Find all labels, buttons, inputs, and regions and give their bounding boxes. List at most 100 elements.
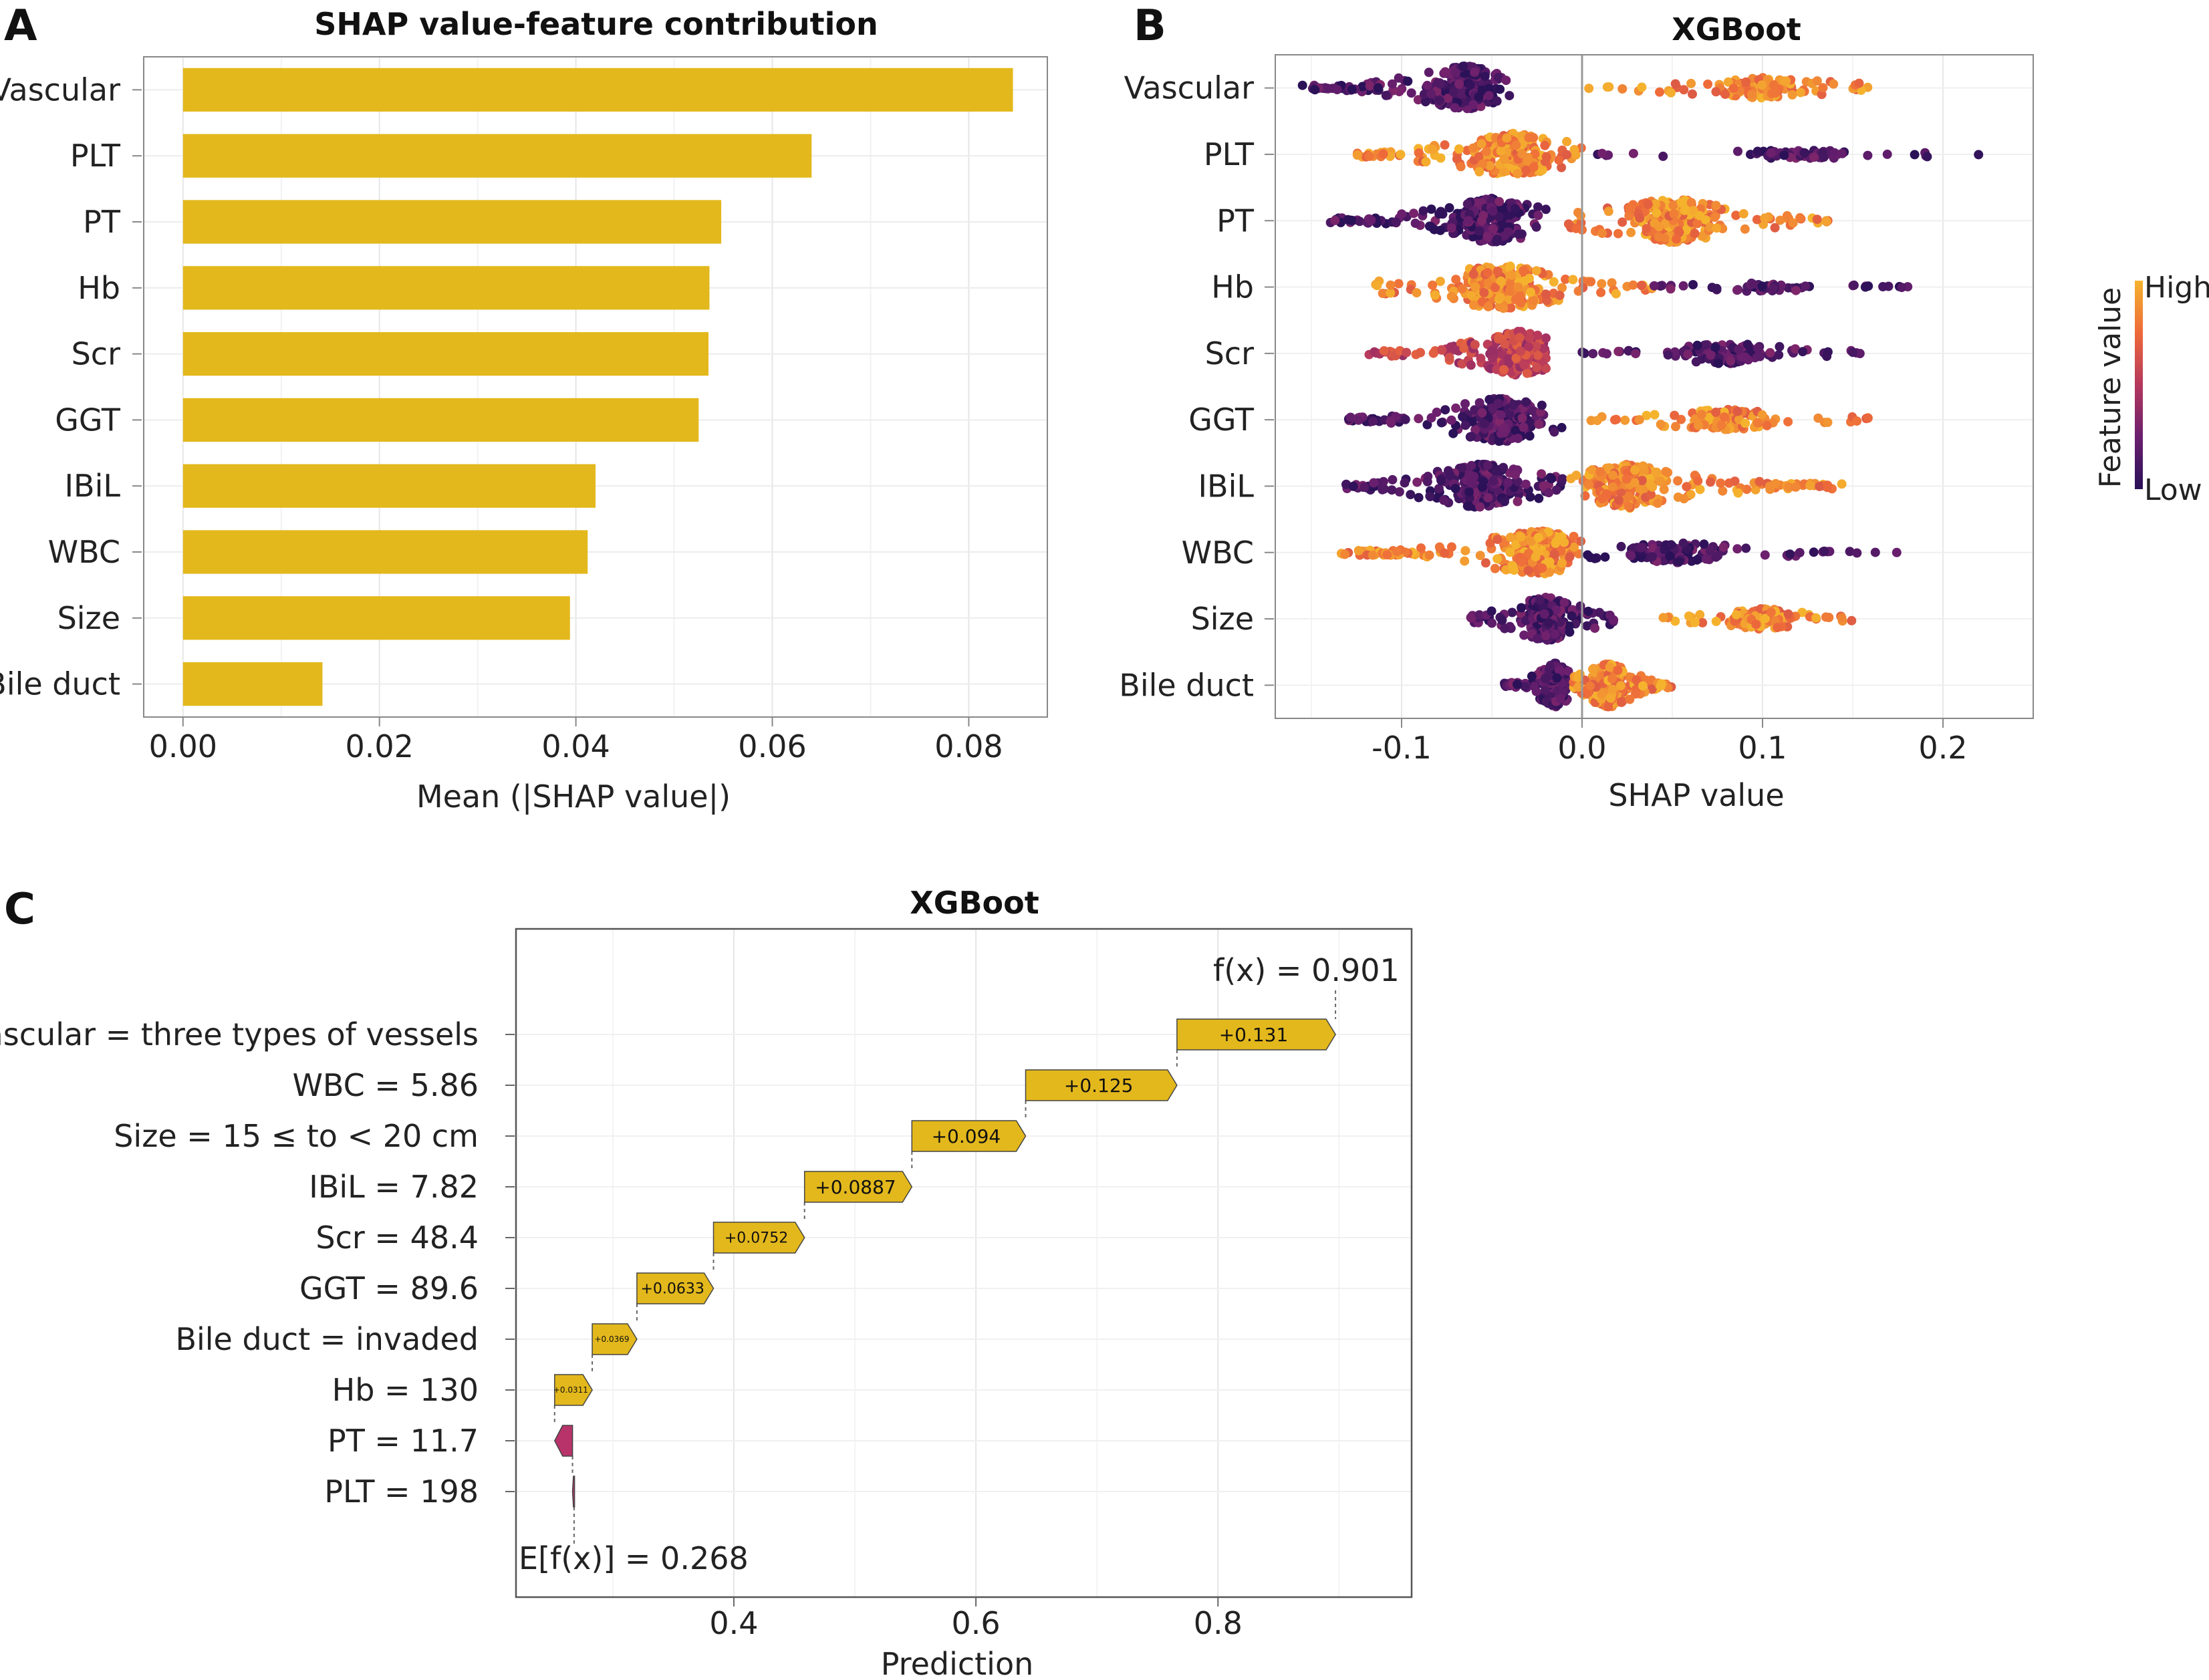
beeswarm-point bbox=[1569, 144, 1579, 154]
beeswarm-point bbox=[1748, 279, 1758, 289]
beeswarm-point bbox=[1775, 215, 1785, 225]
beeswarm-point bbox=[1353, 415, 1363, 425]
beeswarm-point bbox=[1387, 485, 1397, 495]
beeswarm-point bbox=[1650, 281, 1659, 291]
beeswarm-point bbox=[1747, 90, 1757, 100]
beeswarm-point bbox=[1468, 143, 1478, 153]
beeswarm-point bbox=[1698, 617, 1708, 627]
beeswarm-point bbox=[1499, 303, 1509, 313]
beeswarm-point bbox=[1516, 346, 1526, 356]
beeswarm-point bbox=[1357, 82, 1368, 92]
beeswarm-point bbox=[1474, 610, 1484, 620]
beeswarm-row-pt bbox=[1325, 193, 1833, 247]
beeswarm-point bbox=[1521, 165, 1531, 175]
beeswarm-point bbox=[1527, 537, 1537, 547]
beeswarm-point bbox=[1680, 205, 1690, 215]
beeswarm-point bbox=[1563, 219, 1573, 229]
beeswarm-point bbox=[1424, 67, 1434, 78]
beeswarm-point bbox=[1712, 283, 1722, 293]
beeswarm-point bbox=[1466, 460, 1476, 470]
beeswarm-point bbox=[1690, 229, 1700, 239]
bar-ibil bbox=[182, 464, 596, 508]
beeswarm-point bbox=[1711, 407, 1721, 417]
panel-b-plot-frame bbox=[1275, 54, 2034, 719]
beeswarm-point bbox=[1726, 356, 1736, 366]
beeswarm-point bbox=[1679, 494, 1689, 504]
beeswarm-point bbox=[1684, 611, 1694, 621]
category-label-scr: Scr bbox=[72, 336, 120, 372]
beeswarm-point bbox=[1451, 275, 1461, 285]
beeswarm-point bbox=[1531, 266, 1541, 276]
beeswarm-point bbox=[1670, 79, 1680, 89]
beeswarm-point bbox=[1451, 403, 1461, 413]
beeswarm-point bbox=[1760, 550, 1770, 560]
beeswarm-point bbox=[1583, 480, 1593, 490]
beeswarm-point bbox=[1692, 555, 1702, 565]
beeswarm-point bbox=[1705, 546, 1715, 556]
category-label-ggt: GGT bbox=[55, 402, 121, 438]
beeswarm-point bbox=[1359, 482, 1370, 493]
beeswarm-point bbox=[1922, 152, 1932, 162]
beeswarm-point bbox=[1617, 217, 1628, 227]
beeswarm-point bbox=[1458, 61, 1468, 72]
waterfall-value-label: +0.125 bbox=[1064, 1075, 1134, 1097]
beeswarm-point bbox=[1637, 82, 1647, 92]
beeswarm-point bbox=[1481, 146, 1491, 156]
beeswarm-point bbox=[1535, 595, 1545, 605]
beeswarm-point bbox=[1686, 489, 1696, 499]
beeswarm-point bbox=[1848, 347, 1857, 358]
beeswarm-point bbox=[1737, 352, 1746, 362]
beeswarm-point bbox=[1582, 621, 1592, 631]
beeswarm-point bbox=[1732, 285, 1742, 295]
beeswarm-point bbox=[1557, 162, 1567, 172]
x-tick-label: 0.02 bbox=[345, 728, 413, 764]
beeswarm-point bbox=[1519, 630, 1529, 640]
beeswarm-point bbox=[1509, 400, 1518, 410]
beeswarm-point bbox=[1557, 283, 1567, 293]
beeswarm-point bbox=[1805, 480, 1815, 491]
beeswarm-point bbox=[1812, 215, 1822, 225]
beeswarm-point bbox=[1400, 414, 1410, 424]
beeswarm-point bbox=[1752, 418, 1763, 428]
beeswarm-point bbox=[1513, 168, 1523, 178]
beeswarm-point bbox=[1502, 133, 1512, 143]
beeswarm-point bbox=[1551, 485, 1561, 495]
beeswarm-point bbox=[1529, 162, 1539, 172]
beeswarm-point bbox=[1400, 478, 1410, 488]
beeswarm-point bbox=[1554, 666, 1564, 676]
beeswarm-point bbox=[1654, 222, 1664, 232]
beeswarm-point bbox=[1499, 154, 1509, 164]
beeswarm-point bbox=[1422, 476, 1432, 486]
category-label-vascular: Vascular = three types of vessels bbox=[0, 1016, 479, 1053]
panel-c-base-value-label: E[f(x)] = 0.268 bbox=[519, 1540, 749, 1576]
beeswarm-point bbox=[1550, 629, 1560, 639]
beeswarm-point bbox=[1562, 136, 1572, 146]
beeswarm-point bbox=[1653, 499, 1662, 509]
beeswarm-point bbox=[1537, 469, 1547, 479]
beeswarm-point bbox=[1656, 476, 1666, 486]
category-label-bile-duct: Bile duct = invaded bbox=[175, 1321, 479, 1357]
beeswarm-point bbox=[1762, 420, 1772, 430]
beeswarm-point bbox=[1752, 146, 1763, 156]
beeswarm-point bbox=[1648, 482, 1658, 492]
beeswarm-point bbox=[1691, 357, 1701, 367]
beeswarm-point bbox=[1379, 346, 1389, 356]
beeswarm-point bbox=[1513, 476, 1523, 486]
category-label-pt: PT bbox=[83, 204, 121, 240]
beeswarm-point bbox=[1781, 76, 1791, 86]
beeswarm-point bbox=[1801, 281, 1811, 291]
beeswarm-point bbox=[1444, 203, 1454, 213]
beeswarm-point bbox=[1446, 542, 1456, 552]
beeswarm-point bbox=[1513, 497, 1523, 507]
beeswarm-point bbox=[1474, 226, 1484, 236]
beeswarm-point bbox=[1386, 416, 1396, 426]
beeswarm-row-bile-duct bbox=[1500, 658, 1676, 712]
beeswarm-point bbox=[1450, 67, 1460, 78]
beeswarm-point bbox=[1435, 96, 1445, 106]
beeswarm-point bbox=[1637, 476, 1647, 486]
beeswarm-point bbox=[1583, 606, 1593, 616]
beeswarm-row-ggt bbox=[1343, 394, 1873, 446]
beeswarm-point bbox=[1561, 274, 1571, 284]
beeswarm-point bbox=[1428, 144, 1438, 154]
beeswarm-point bbox=[1513, 680, 1522, 690]
